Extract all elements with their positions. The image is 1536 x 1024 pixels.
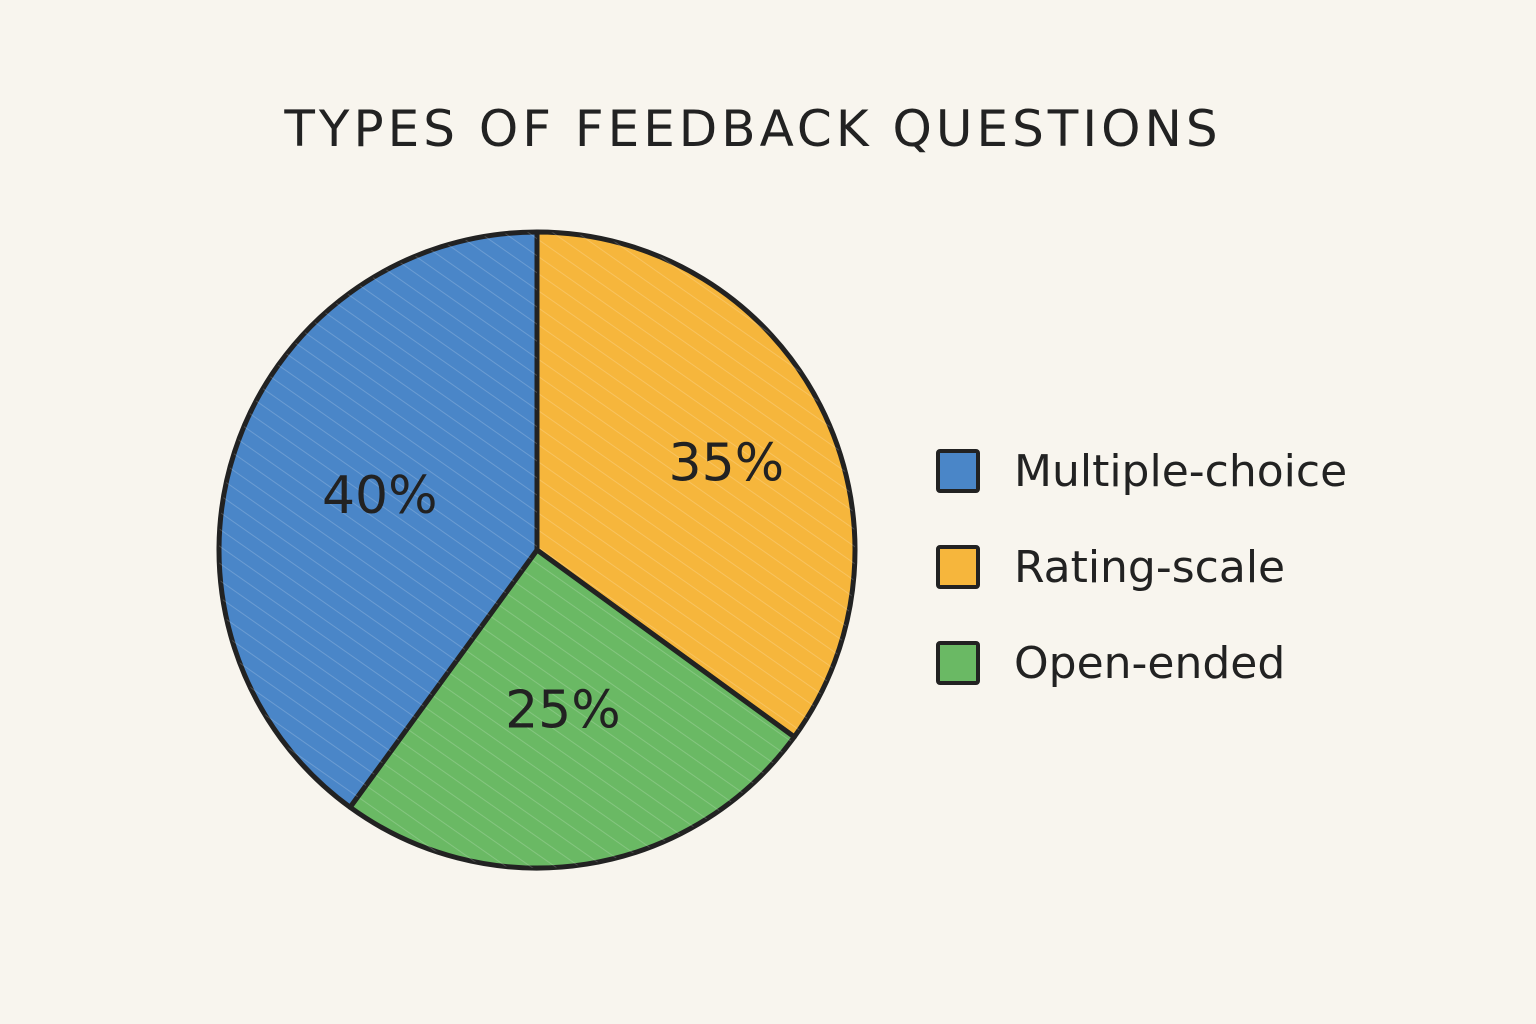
chart-title: TYPES OF FEEDBACK QUESTIONS (284, 100, 1222, 158)
legend-item: Multiple-choice (936, 423, 1347, 519)
legend-label: Rating-scale (1014, 541, 1286, 593)
pie-slice-texture (537, 232, 855, 737)
slice-value-label: 25% (505, 680, 621, 740)
legend-item: Open-ended (936, 615, 1347, 711)
slice-value-label: 35% (669, 433, 785, 493)
legend: Multiple-choice Rating-scale Open-ended (936, 423, 1347, 711)
pie-slice-texture (350, 550, 795, 868)
legend-label: Multiple-choice (1014, 445, 1348, 497)
pie-slice-texture (219, 231, 537, 808)
legend-swatch (936, 545, 980, 589)
pie-labels: 35% 25% 40% (322, 433, 784, 740)
legend-swatch (936, 641, 980, 685)
slice-value-label: 40% (322, 466, 438, 526)
legend-swatch (936, 449, 980, 493)
pie-slices (216, 229, 858, 871)
legend-label: Open-ended (1014, 637, 1286, 689)
legend-item: Rating-scale (936, 519, 1347, 615)
